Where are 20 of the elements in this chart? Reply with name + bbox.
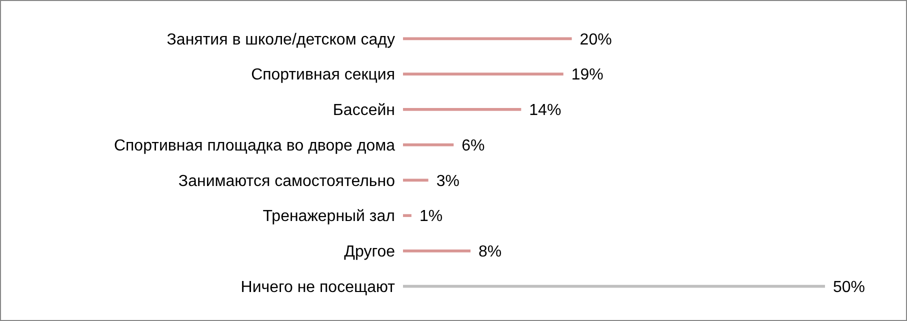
y-tick-label: Занятия в школе/детском саду xyxy=(166,31,395,48)
data-label: 3% xyxy=(436,172,460,190)
data-label: 14% xyxy=(529,102,562,120)
y-tick-label: Тренажерный зал xyxy=(262,208,395,226)
y-tick-label: Бассейн xyxy=(332,102,395,120)
data-label: 1% xyxy=(419,208,443,226)
bar xyxy=(403,72,564,76)
y-tick-label: Спортивная секция xyxy=(251,66,395,84)
y-tick-label: Спортивная площадка во дворе дома xyxy=(114,137,396,154)
bar xyxy=(403,214,412,217)
bar xyxy=(403,108,522,111)
data-label: 20% xyxy=(580,31,612,48)
data-label: 6% xyxy=(462,137,485,154)
bar xyxy=(403,250,471,252)
y-tick-label: Другое xyxy=(344,244,396,261)
data-label: 8% xyxy=(478,244,502,261)
data-label: 19% xyxy=(571,66,604,84)
y-tick-label: Ничего не посещают xyxy=(240,278,396,296)
data-label: 50% xyxy=(833,278,866,296)
y-tick-label: Занимаются самостоятельно xyxy=(178,172,396,190)
